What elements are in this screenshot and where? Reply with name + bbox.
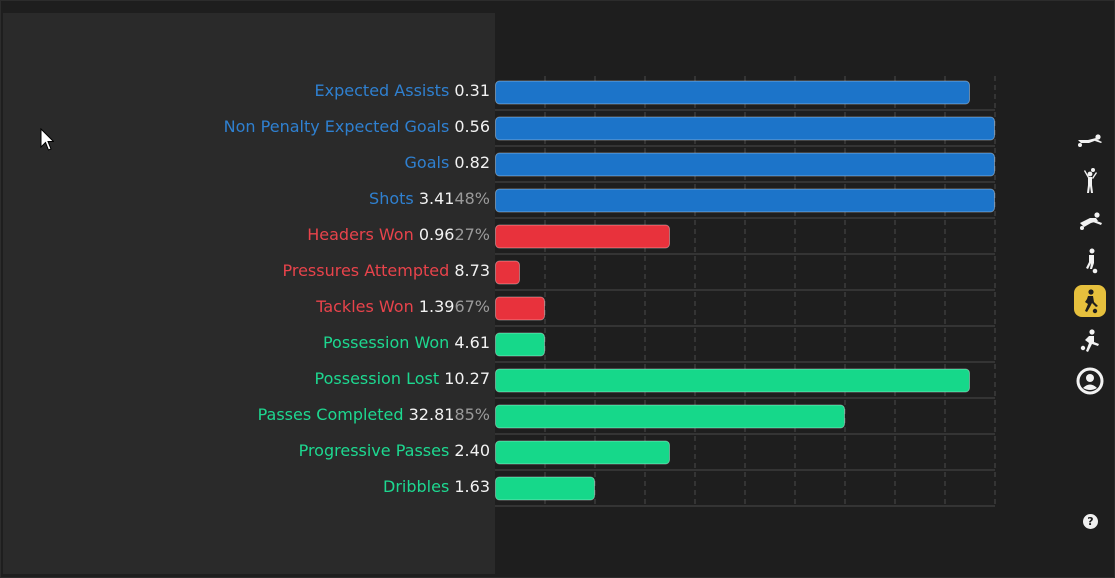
bar-pressures-attempted[interactable]	[495, 260, 520, 285]
value-label: 0.56	[454, 117, 490, 136]
value-label: 0.31	[454, 81, 490, 100]
category-label: Passes Completed	[258, 405, 409, 424]
row-label-group: Headers Won 0.9627%	[307, 225, 490, 244]
category-label: Expected Assists	[315, 81, 455, 100]
player-heading-icon	[1084, 168, 1097, 193]
value-label: 4.61	[454, 333, 490, 352]
tool-dribbling[interactable]	[1074, 245, 1106, 277]
value-label: 0.82	[454, 153, 490, 172]
percentage-label: 27%	[454, 225, 490, 244]
player-kicking-icon	[1080, 329, 1099, 352]
value-label: 0.96	[419, 225, 455, 244]
row-label-group: Shots 3.4148%	[369, 189, 490, 208]
category-label: Goals	[405, 153, 455, 172]
user-circle-icon	[1076, 367, 1104, 395]
tool-profile[interactable]	[1074, 365, 1106, 397]
bar-non-penalty-expected-goals[interactable]	[495, 116, 995, 141]
category-label: Headers Won	[307, 225, 419, 244]
bar-tackles-won[interactable]	[495, 296, 545, 321]
bar-dribbles[interactable]	[495, 476, 595, 501]
value-label: 32.81	[409, 405, 455, 424]
bar-progressive-passes[interactable]	[495, 440, 670, 465]
value-label: 8.73	[454, 261, 490, 280]
row-label-group: Passes Completed 32.8185%	[258, 405, 490, 424]
value-label: 10.27	[444, 369, 490, 388]
help-button[interactable]: ?	[1083, 514, 1098, 529]
tool-kicking[interactable]	[1074, 325, 1106, 357]
row-label-group: Expected Assists 0.31	[315, 81, 490, 100]
player-running-icon	[1085, 289, 1098, 314]
player-dribbling-icon	[1086, 248, 1098, 274]
percentage-label: 48%	[454, 189, 490, 208]
bar-passes-completed[interactable]	[495, 404, 845, 429]
value-label: 1.63	[454, 477, 490, 496]
percentage-label: 85%	[454, 405, 490, 424]
category-label: Pressures Attempted	[282, 261, 454, 280]
row-label-group: Dribbles 1.63	[383, 477, 490, 496]
value-label: 2.40	[454, 441, 490, 460]
category-label: Shots	[369, 189, 419, 208]
category-label: Tackles Won	[315, 297, 419, 316]
left-panel	[3, 13, 495, 574]
bar-expected-assists[interactable]	[495, 80, 970, 105]
value-label: 1.39	[419, 297, 455, 316]
bar-goals[interactable]	[495, 152, 995, 177]
row-label-group: Possession Lost 10.27	[315, 369, 490, 388]
player-tackle-icon	[1080, 212, 1102, 230]
row-label-group: Progressive Passes 2.40	[299, 441, 490, 460]
category-label: Possession Lost	[315, 369, 445, 388]
row-label-group: Pressures Attempted 8.73	[282, 261, 490, 280]
category-label: Progressive Passes	[299, 441, 455, 460]
bar-possession-lost[interactable]	[495, 368, 970, 393]
category-label: Possession Won	[323, 333, 454, 352]
mouse-cursor-icon	[40, 128, 54, 151]
tool-tackle[interactable]	[1074, 205, 1106, 237]
bar-possession-won[interactable]	[495, 332, 545, 357]
position-toolbar	[1072, 125, 1108, 397]
row-label-group: Non Penalty Expected Goals 0.56	[224, 117, 490, 136]
value-label: 3.41	[419, 189, 455, 208]
category-label: Dribbles	[383, 477, 454, 496]
row-label-group: Possession Won 4.61	[323, 333, 490, 352]
category-label: Non Penalty Expected Goals	[224, 117, 455, 136]
bar-shots[interactable]	[495, 188, 995, 213]
row-label-group: Tackles Won 1.3967%	[315, 297, 490, 316]
player-sliding-icon	[1078, 134, 1102, 147]
tool-running[interactable]	[1074, 285, 1106, 317]
bar-headers-won[interactable]	[495, 224, 670, 249]
tool-heading[interactable]	[1074, 165, 1106, 197]
tool-sliding[interactable]	[1074, 125, 1106, 157]
percentage-label: 67%	[454, 297, 490, 316]
row-label-group: Goals 0.82	[405, 153, 490, 172]
